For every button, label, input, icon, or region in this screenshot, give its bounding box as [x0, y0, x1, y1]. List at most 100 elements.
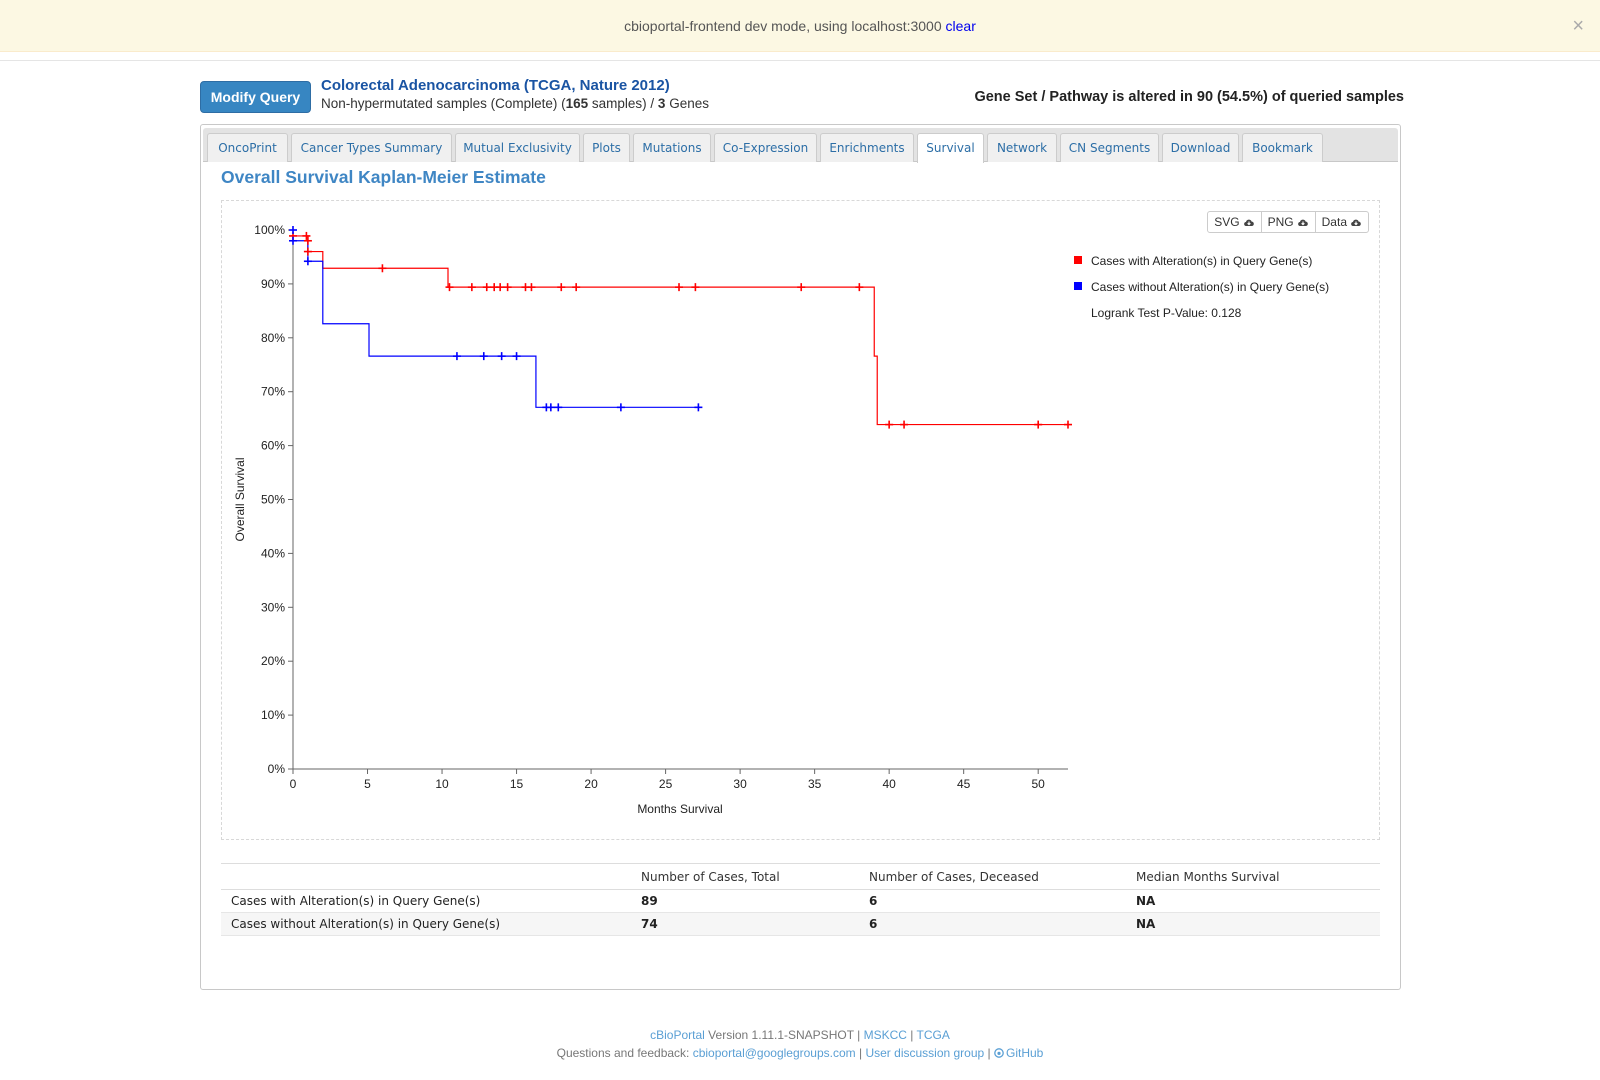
dev-mode-message: cbioportal-frontend dev mode, using loca…: [624, 18, 942, 34]
x-tick-label: 35: [808, 777, 822, 791]
censor-mark: [546, 403, 555, 412]
y-tick-label: 60%: [261, 439, 285, 453]
censor-mark: [797, 283, 806, 292]
tab-download[interactable]: Download: [1162, 133, 1239, 162]
table-cell-deceased: 6: [859, 889, 1126, 913]
censor-mark: [497, 352, 506, 361]
legend-label: Cases without Alteration(s) in Query Gen…: [1091, 280, 1329, 294]
subtitle-suffix: Genes: [665, 96, 709, 111]
legend-swatch: [1074, 282, 1082, 290]
table-cell-median: NA: [1126, 889, 1380, 913]
table-cell-total: 74: [631, 912, 859, 936]
y-axis-label: Overall Survival: [233, 457, 247, 541]
censor-mark: [691, 283, 700, 292]
version-text: Version 1.11.1-SNAPSHOT |: [704, 1028, 864, 1042]
legend-label: Cases with Alteration(s) in Query Gene(s…: [1091, 254, 1312, 268]
png-download-button[interactable]: PNG: [1262, 212, 1316, 232]
y-tick-label: 80%: [261, 331, 285, 345]
x-tick-label: 5: [364, 777, 371, 791]
close-icon[interactable]: ×: [1572, 15, 1584, 37]
censor-mark: [885, 420, 894, 429]
censor-mark: [378, 264, 387, 273]
survival-curve-series-1: [293, 235, 1068, 426]
x-tick-label: 20: [584, 777, 598, 791]
cbioportal-link[interactable]: cBioPortal: [650, 1028, 705, 1042]
censor-mark: [512, 352, 521, 361]
email-link[interactable]: cbioportal@googlegroups.com: [692, 1046, 856, 1060]
censor-mark: [1064, 420, 1072, 429]
tab-survival[interactable]: Survival: [917, 133, 984, 163]
github-icon: [994, 1048, 1004, 1058]
tab-mutations[interactable]: Mutations: [633, 133, 711, 162]
study-title-link[interactable]: Colorectal Adenocarcinoma (TCGA, Nature …: [321, 77, 670, 94]
y-tick-label: 30%: [261, 600, 285, 614]
data-download-button[interactable]: Data: [1316, 212, 1368, 232]
github-link[interactable]: GitHub: [994, 1046, 1043, 1060]
footer-separator: |: [906, 1028, 917, 1042]
data-download-label: Data: [1321, 215, 1347, 229]
tab-bookmark[interactable]: Bookmark: [1242, 133, 1323, 162]
censor-mark: [479, 352, 488, 361]
tab-mutual-exclusivity[interactable]: Mutual Exclusivity: [455, 133, 580, 162]
clear-link[interactable]: clear: [945, 18, 976, 34]
censor-mark: [572, 283, 581, 292]
results-panel: OncoPrint Cancer Types Summary Mutual Ex…: [200, 124, 1401, 990]
censor-mark: [303, 247, 312, 256]
mskcc-link[interactable]: MSKCC: [863, 1028, 907, 1042]
footer-separator: |: [855, 1046, 866, 1060]
x-tick-label: 40: [882, 777, 896, 791]
censor-mark: [303, 236, 312, 245]
gene-count: 3: [657, 96, 666, 111]
censor-mark: [289, 226, 297, 234]
table-cell-group: Cases with Alteration(s) in Query Gene(s…: [221, 889, 631, 913]
x-tick-label: 0: [290, 777, 297, 791]
tab-plots[interactable]: Plots: [583, 133, 630, 162]
y-tick-label: 100%: [254, 223, 285, 237]
tab-co-expression[interactable]: Co-Expression: [714, 133, 817, 162]
sample-count: 165: [565, 96, 589, 111]
censor-mark: [694, 403, 703, 412]
censor-mark: [289, 236, 297, 245]
y-tick-label: 40%: [261, 546, 285, 560]
table-cell-deceased: 6: [859, 912, 1126, 936]
footer-version-line: cBioPortal Version 1.11.1-SNAPSHOT | MSK…: [0, 1028, 1600, 1042]
banner-divider: [0, 60, 1600, 61]
censor-mark: [1034, 420, 1043, 429]
x-tick-label: 45: [957, 777, 971, 791]
survival-chart-container: SVG PNG Data 0 5 10 15 20 25 30 35 40 45 50 0% 10% 20…: [221, 200, 1380, 840]
table-cell-total: 89: [631, 889, 859, 913]
discussion-group-link[interactable]: User discussion group: [865, 1046, 985, 1060]
table-header-cell: Number of Cases, Total: [631, 863, 859, 890]
legend-swatch: [1074, 256, 1082, 264]
table-row: Cases without Alteration(s) in Query Gen…: [221, 912, 1380, 936]
survival-summary-table: Number of Cases, Total Number of Cases, …: [221, 863, 1380, 936]
github-label: GitHub: [1006, 1046, 1044, 1060]
x-tick-label: 25: [659, 777, 673, 791]
x-tick-label: 50: [1032, 777, 1046, 791]
censor-mark: [302, 231, 311, 240]
y-tick-label: 70%: [261, 385, 285, 399]
x-axis-label: Months Survival: [637, 802, 722, 816]
modify-query-button[interactable]: Modify Query: [200, 81, 311, 113]
feedback-label: Questions and feedback:: [556, 1046, 693, 1060]
cloud-download-icon: [1297, 219, 1308, 226]
tab-oncoprint[interactable]: OncoPrint: [207, 133, 288, 162]
table-cell-group: Cases without Alteration(s) in Query Gen…: [221, 912, 631, 936]
cloud-download-icon: [1243, 219, 1254, 226]
x-tick-label: 15: [510, 777, 524, 791]
kaplan-meier-chart: 0 5 10 15 20 25 30 35 40 45 50 0% 10% 20% 30% 40% 50% 60%…: [233, 223, 1329, 816]
censor-mark: [467, 283, 476, 292]
svg-download-button[interactable]: SVG: [1208, 212, 1262, 232]
censor-mark: [445, 283, 454, 292]
tab-cancer-types-summary[interactable]: Cancer Types Summary: [291, 133, 452, 162]
subtitle-mid: samples) /: [588, 96, 658, 111]
censor-mark: [303, 257, 312, 266]
tab-cn-segments[interactable]: CN Segments: [1060, 133, 1159, 162]
svg-download-label: SVG: [1214, 215, 1240, 229]
footer-separator: |: [984, 1046, 994, 1060]
tab-network[interactable]: Network: [987, 133, 1057, 162]
tcga-link[interactable]: TCGA: [916, 1028, 950, 1042]
table-header-cell: Number of Cases, Deceased: [859, 863, 1126, 890]
censor-mark: [527, 283, 536, 292]
tab-enrichments[interactable]: Enrichments: [820, 133, 914, 162]
